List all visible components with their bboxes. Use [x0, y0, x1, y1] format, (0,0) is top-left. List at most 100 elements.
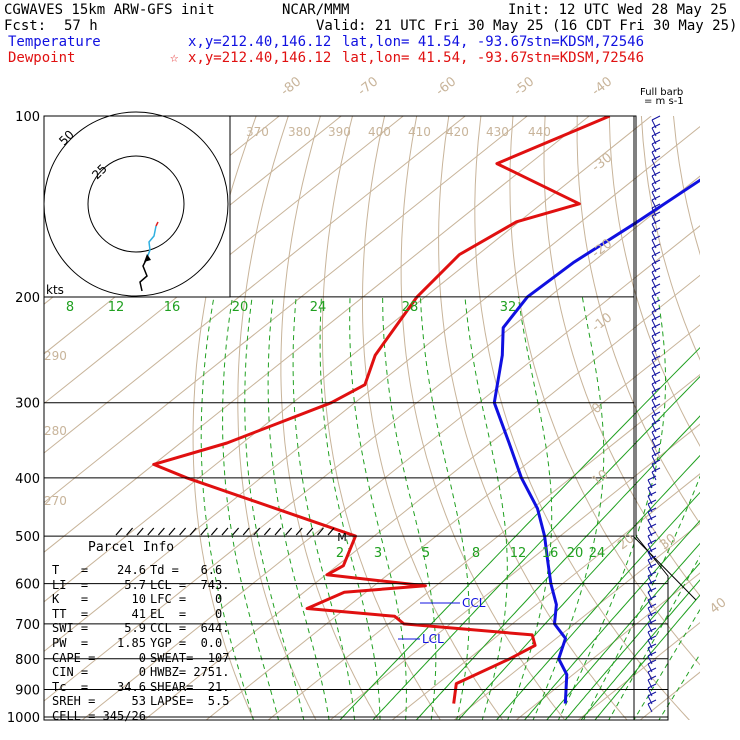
isotherm-label: -70: [355, 74, 381, 99]
lid-hatch: [210, 527, 218, 536]
fcst-value: 57 h: [64, 18, 98, 34]
dry-adiabat-line: [576, 116, 700, 525]
lid-hatch: [189, 527, 197, 536]
lid-hatch: [115, 527, 123, 536]
wind-barb: [647, 675, 657, 681]
dry-adiabat-line: [673, 116, 700, 256]
wind-barb: [651, 419, 661, 425]
parcel-row-right: SHEAR= 21.: [150, 679, 230, 694]
theta-label: 400: [368, 125, 391, 139]
isotherm-label: -40: [589, 74, 615, 99]
wind-barb: [651, 203, 661, 209]
wind-barb: [647, 571, 657, 577]
isotherm-line: [267, 373, 700, 720]
parcel-row-left: Tc = 34.6: [52, 679, 146, 694]
lid-hatch: [136, 527, 144, 536]
hodograph-trace: [146, 225, 157, 259]
parcel-row-left: CAPE = 0: [52, 650, 146, 665]
dry-adiabat-line: [509, 116, 700, 666]
parcel-row-left: K = 10: [52, 592, 146, 607]
mixing-ratio-label: 16: [164, 300, 181, 315]
moist-adiabat-line: [349, 296, 407, 720]
isotherm-line: [44, 175, 700, 702]
moist-adiabat-line: [532, 296, 605, 720]
mixing-ratio-line: [564, 562, 700, 720]
init-time: Init: 12 UTC Wed 28 May 25: [508, 2, 728, 18]
dry-adiabat-line: [438, 116, 628, 720]
lid-hatch: [168, 527, 176, 536]
wind-barb: [651, 451, 661, 457]
moist-adiabat-line: [507, 296, 553, 720]
mixing-ratio-label: 12: [510, 546, 527, 561]
wind-barb: [647, 603, 657, 609]
theta-label: 270: [44, 494, 67, 508]
wind-barb: [651, 427, 661, 433]
mixing-ratio-label: 24: [310, 300, 327, 315]
isotherm-line: [44, 125, 700, 653]
fcst-label: Fcst:: [4, 18, 47, 34]
moist-adiabat-line: [200, 296, 254, 720]
hodograph-frame: [43, 115, 231, 298]
wind-barb: [647, 703, 653, 713]
mixing-ratio-line: [415, 415, 700, 720]
parcel-row-right: SWEAT= 107: [150, 650, 230, 665]
pressure-tick-label: 800: [15, 653, 40, 668]
pressure-tick-label: 500: [15, 530, 40, 545]
wind-barb: [647, 699, 657, 705]
wind-barb: [647, 595, 657, 601]
hodograph-units: kts: [46, 283, 64, 297]
wind-barb: [651, 163, 661, 169]
wind-barb: [651, 115, 661, 121]
dry-adiabat-line: [280, 116, 379, 720]
mixing-ratio-label: 3: [374, 546, 382, 561]
dry-adiabat-line: [400, 116, 566, 720]
wind-barb: [651, 395, 661, 401]
isotherm-label: -10: [589, 310, 615, 335]
lid-hatch: [316, 527, 324, 536]
agency-label: NCAR/MMM: [282, 2, 350, 18]
wind-barb: [647, 683, 657, 689]
wind-barb: [651, 155, 661, 161]
isotherm-line: [81, 225, 700, 720]
wind-barb: [651, 147, 661, 153]
lid-hatch: [295, 527, 303, 536]
parcel-row-right: LAPSE= 5.5: [150, 694, 230, 709]
mixing-ratio-label: 20: [567, 546, 584, 561]
wind-barb: [647, 643, 657, 649]
wind-barb: [651, 195, 661, 201]
theta-label: 430: [486, 125, 509, 139]
theta-label: 440: [528, 125, 551, 139]
isotherm-line: [44, 116, 404, 405]
wind-barb: [647, 507, 657, 513]
lid-hatch: [200, 527, 208, 536]
mixing-ratio-line: [580, 579, 700, 720]
mixing-ratio-line: [372, 375, 700, 720]
theta-label: 410: [408, 125, 431, 139]
plot-frame: [43, 115, 635, 721]
isotherm-line: [515, 572, 700, 720]
wind-barb: [651, 315, 661, 321]
isotherm-label: -60: [433, 74, 459, 99]
wind-barb: [651, 471, 657, 481]
wind-barb: [651, 171, 661, 177]
lid-hatch: [327, 527, 335, 536]
theta-label: 290: [44, 349, 67, 363]
moist-adiabat-line: [633, 608, 700, 720]
dry-adiabat-line: [237, 116, 317, 720]
wind-barb: [651, 139, 661, 145]
theta-label: 380: [288, 125, 311, 139]
parcel-row-left: T = 24.6: [52, 563, 146, 577]
isotherm-line: [391, 473, 700, 720]
theta-label: 280: [44, 424, 67, 438]
lid-hatch: [221, 527, 229, 536]
wind-barb: [651, 219, 661, 225]
mixing-ratio-line: [546, 542, 700, 720]
moist-adiabat-line: [292, 296, 356, 720]
wind-barb: [651, 371, 661, 377]
wind-barb: [647, 531, 657, 537]
wind-barb: [651, 435, 661, 441]
wind-barb: [647, 635, 657, 641]
wind-barb: [647, 667, 657, 673]
moist-adiabat-line: [557, 296, 666, 720]
